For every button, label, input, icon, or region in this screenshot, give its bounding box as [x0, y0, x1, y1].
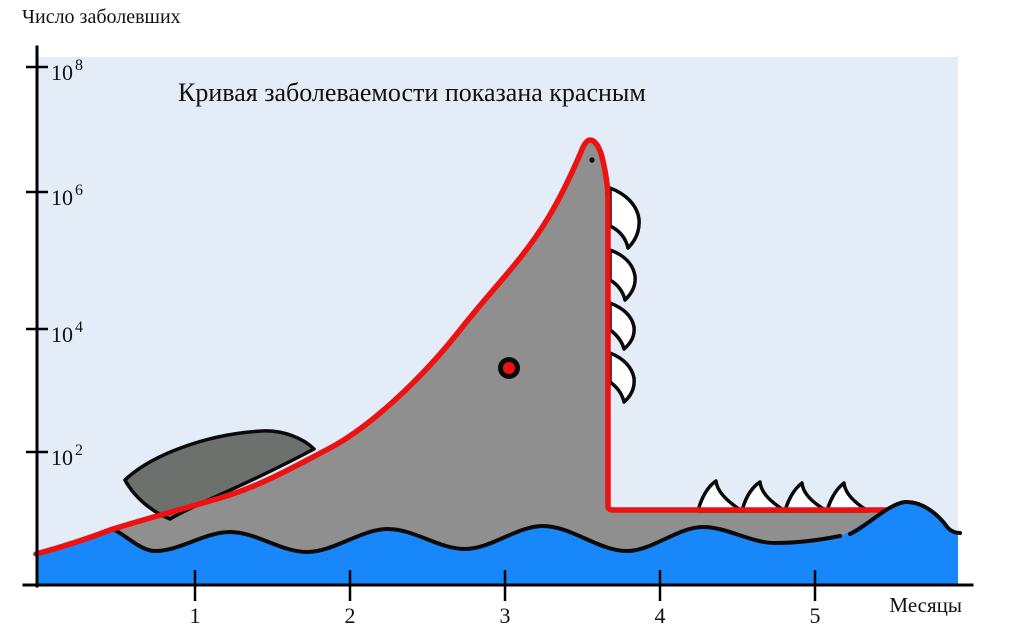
x-axis: 1 2 3 4 5 Месяцы — [22, 570, 974, 628]
x-tick-label: 2 — [345, 603, 356, 628]
dorsal-fin — [123, 429, 316, 521]
y-tick-label: 10 2 — [51, 442, 83, 470]
wave-hump-line — [848, 499, 962, 536]
x-tick-label: 3 — [500, 603, 511, 628]
x-tick-label: 1 — [190, 603, 201, 628]
tooth-icon — [608, 186, 641, 250]
tail-fin-icon — [696, 479, 744, 513]
tail-fin-icon — [825, 481, 870, 513]
shark-eye — [498, 357, 520, 379]
y-tick-label: 10 6 — [51, 182, 83, 210]
water-surface-line — [111, 523, 842, 555]
shark-body — [113, 140, 888, 565]
incidence-curve — [33, 137, 891, 557]
y-axis-title: Число заболевших — [22, 6, 181, 28]
tail-fin-icon — [740, 480, 787, 513]
shark-teeth — [608, 186, 641, 404]
tooth-icon — [608, 248, 637, 302]
tail-fins — [696, 479, 870, 513]
y-tick-label: 10 4 — [51, 319, 83, 347]
tooth-icon — [608, 301, 636, 351]
water — [38, 501, 958, 584]
shark-nostril — [589, 157, 595, 163]
x-tick-label: 5 — [810, 603, 821, 628]
tail-fin-icon — [783, 481, 829, 513]
x-axis-title: Месяцы — [889, 593, 962, 617]
y-tick-label: 10 8 — [51, 57, 83, 85]
tooth-icon — [608, 351, 636, 404]
chart-title: Кривая заболеваемости показана красным — [178, 78, 646, 107]
x-tick-label: 4 — [655, 603, 666, 628]
y-axis: 10 8 10 6 10 4 10 2 — [26, 45, 83, 588]
